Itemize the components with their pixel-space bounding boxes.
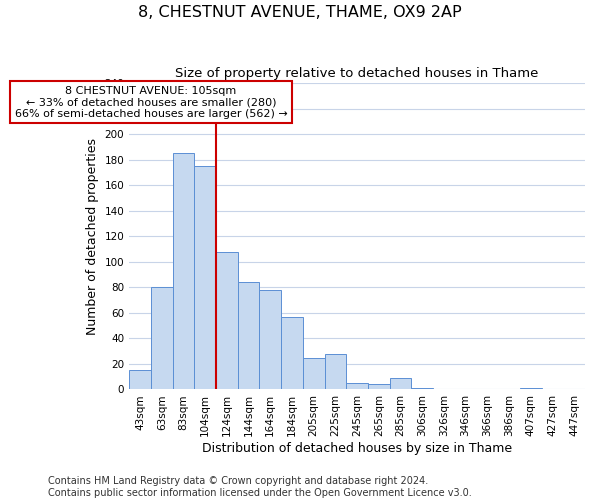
Text: 8 CHESTNUT AVENUE: 105sqm
← 33% of detached houses are smaller (280)
66% of semi: 8 CHESTNUT AVENUE: 105sqm ← 33% of detac…	[14, 86, 287, 119]
Bar	[129, 370, 151, 390]
Bar	[346, 383, 368, 390]
X-axis label: Distribution of detached houses by size in Thame: Distribution of detached houses by size …	[202, 442, 512, 455]
Bar	[520, 388, 542, 390]
Bar	[216, 252, 238, 390]
Bar	[281, 316, 303, 390]
Bar	[194, 166, 216, 390]
Text: 8, CHESTNUT AVENUE, THAME, OX9 2AP: 8, CHESTNUT AVENUE, THAME, OX9 2AP	[138, 5, 462, 20]
Bar	[151, 288, 173, 390]
Bar	[389, 378, 412, 390]
Bar	[368, 384, 389, 390]
Bar	[259, 290, 281, 390]
Bar	[238, 282, 259, 390]
Bar	[412, 388, 433, 390]
Bar	[303, 358, 325, 390]
Text: Contains HM Land Registry data © Crown copyright and database right 2024.
Contai: Contains HM Land Registry data © Crown c…	[48, 476, 472, 498]
Title: Size of property relative to detached houses in Thame: Size of property relative to detached ho…	[175, 68, 539, 80]
Y-axis label: Number of detached properties: Number of detached properties	[86, 138, 99, 335]
Bar	[325, 354, 346, 390]
Bar	[173, 154, 194, 390]
